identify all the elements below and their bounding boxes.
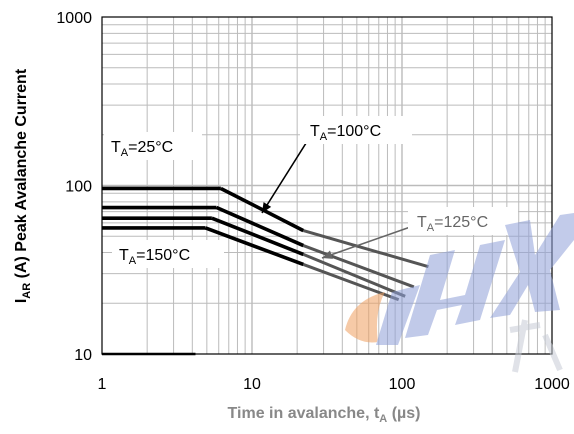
x-tick-label: 100	[389, 376, 416, 393]
watermark-swoosh-orange	[345, 292, 385, 343]
series-0-segment	[220, 186, 305, 233]
annotation-25-bg	[104, 132, 202, 160]
annotation-100c: TA=100°C	[310, 123, 381, 143]
x-tick-label: 1	[98, 376, 107, 393]
series-3-segment	[302, 263, 400, 302]
series-1	[102, 205, 415, 289]
annotation-labels: TA=25°C TA=100°C TA=125°C TA=150°C	[104, 116, 518, 268]
series-1-segment	[215, 205, 305, 248]
x-tick-label: 1000	[534, 376, 570, 393]
series-group	[102, 186, 429, 302]
annotation-150c: TA=150°C	[119, 247, 190, 267]
annotation-125-bg	[408, 207, 518, 235]
watermark-glyph	[509, 319, 563, 373]
series-0	[102, 186, 429, 269]
watermark-stroke-2	[405, 240, 505, 338]
series-2-segment	[302, 253, 406, 298]
y-tick-label: 10	[74, 347, 92, 364]
arrow-100c-shaft	[261, 139, 309, 214]
arrow-125c-shaft	[321, 224, 417, 259]
watermark-stroke-3	[490, 213, 574, 318]
annotation-125c: TA=125°C	[417, 214, 488, 234]
y-tick-label: 1000	[56, 10, 92, 27]
plot-frame	[101, 16, 553, 355]
series-0-segment	[302, 229, 429, 269]
annotation-25c: TA=25°C	[111, 139, 173, 159]
series-3-segment	[204, 226, 304, 267]
x-axis-label: Time in avalanche, tA (µs)	[228, 405, 421, 425]
annotation-arrows	[261, 139, 417, 259]
y-tick-label: 100	[65, 179, 92, 196]
tick-labels: 1 10 100 1000 10 100 1000	[56, 10, 569, 393]
series-1-segment	[302, 244, 415, 289]
arrow-100c-head	[262, 202, 272, 213]
x-tick-label: 10	[243, 376, 261, 393]
arrow-125c-head	[322, 250, 333, 259]
annotation-150-bg	[112, 240, 224, 268]
watermark-stroke-1	[376, 285, 420, 345]
watermark-logo	[345, 213, 574, 373]
y-axis-label: IAR (A) Peak Avalanche Current	[13, 68, 33, 303]
series-2	[102, 216, 406, 298]
annotation-100-bg	[300, 116, 412, 144]
series-2-segment	[211, 216, 305, 257]
